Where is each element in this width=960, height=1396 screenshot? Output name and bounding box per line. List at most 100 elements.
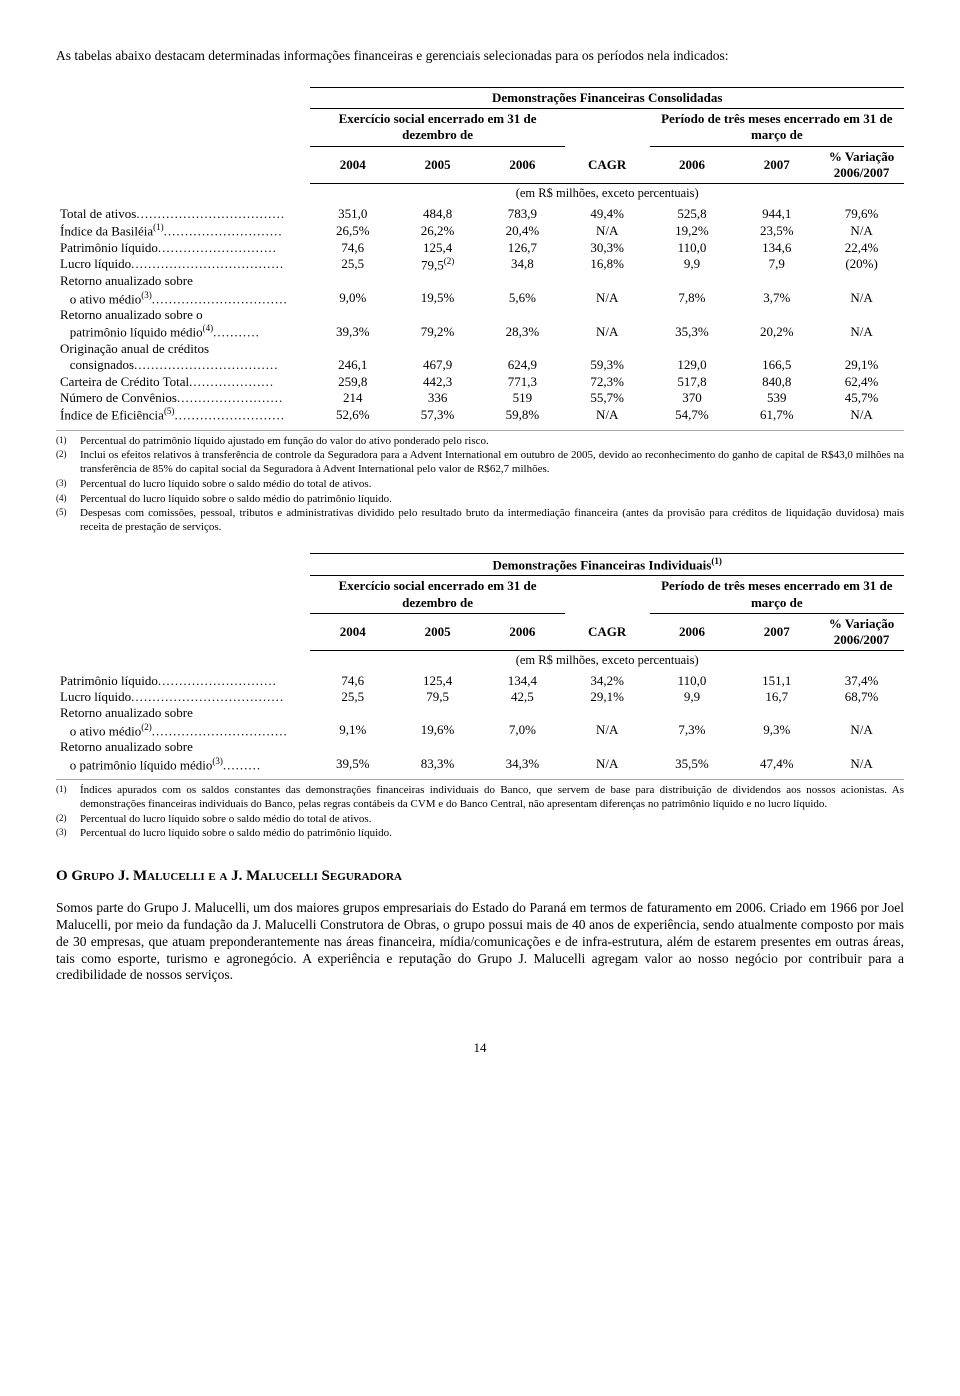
- row-value: [395, 739, 480, 755]
- row-value: N/A: [819, 222, 904, 240]
- table2-subhead-right: Período de três meses encerrado em 31 de…: [650, 576, 904, 614]
- table1-subhead-left: Exercício social encerrado em 31 de deze…: [310, 109, 564, 147]
- row-value: 28,3%: [480, 323, 565, 341]
- row-value: 61,7%: [734, 406, 819, 424]
- row-value: 517,8: [650, 374, 735, 390]
- t2-col-variacao: % Variação 2006/2007: [819, 613, 904, 651]
- body-paragraph: Somos parte do Grupo J. Malucelli, um do…: [56, 900, 904, 984]
- row-value: 74,6: [310, 673, 395, 689]
- row-value: 19,2%: [650, 222, 735, 240]
- row-value: 52,6%: [310, 406, 395, 424]
- row-value: [565, 273, 650, 289]
- row-value: 47,4%: [734, 756, 819, 774]
- table1-footnotes: (1)Percentual do patrimônio líquido ajus…: [56, 430, 904, 535]
- row-value: 79,6%: [819, 206, 904, 222]
- row-value: N/A: [819, 290, 904, 308]
- table-row: patrimônio líquido médio(4)...........39…: [56, 323, 904, 341]
- row-value: [819, 307, 904, 323]
- table1-title: Demonstrações Financeiras Consolidadas: [310, 87, 904, 108]
- row-value: N/A: [819, 323, 904, 341]
- row-label: Patrimônio líquido......................…: [56, 673, 310, 689]
- table-row: Índice de Eficiência(5).................…: [56, 406, 904, 424]
- row-value: 83,3%: [395, 756, 480, 774]
- row-label: Retorno anualizado sobre: [56, 705, 310, 721]
- row-value: 351,0: [310, 206, 395, 222]
- row-value: 23,5%: [734, 222, 819, 240]
- section-heading: O Grupo J. Malucelli e a J. Malucelli Se…: [56, 867, 904, 886]
- row-value: 7,3%: [650, 722, 735, 740]
- row-label: Lucro líquido...........................…: [56, 689, 310, 705]
- row-value: 35,5%: [650, 756, 735, 774]
- table-row: o ativo médio(3)........................…: [56, 290, 904, 308]
- row-value: 336: [395, 390, 480, 406]
- row-value: N/A: [565, 290, 650, 308]
- row-value: 771,3: [480, 374, 565, 390]
- row-value: [310, 307, 395, 323]
- row-value: 125,4: [395, 240, 480, 256]
- row-label: Retorno anualizado sobre: [56, 739, 310, 755]
- row-value: 370: [650, 390, 735, 406]
- row-value: 26,5%: [310, 222, 395, 240]
- row-value: 166,5: [734, 357, 819, 373]
- row-value: 34,3%: [480, 756, 565, 774]
- row-value: 26,2%: [395, 222, 480, 240]
- footnote: (2)Percentual do lucro líquido sobre o s…: [56, 813, 904, 827]
- row-value: [480, 273, 565, 289]
- row-value: 484,8: [395, 206, 480, 222]
- row-value: 259,8: [310, 374, 395, 390]
- table1-units: (em R$ milhões, exceto percentuais): [310, 184, 904, 206]
- table2-footnotes: (1)Índices apurados com os saldos consta…: [56, 779, 904, 841]
- row-value: 37,4%: [819, 673, 904, 689]
- row-label: Retorno anualizado sobre: [56, 273, 310, 289]
- row-label: Retorno anualizado sobre o: [56, 307, 310, 323]
- t2-col-2006b: 2006: [650, 613, 735, 651]
- row-value: [310, 739, 395, 755]
- row-value: [819, 739, 904, 755]
- row-value: 9,0%: [310, 290, 395, 308]
- row-label: patrimônio líquido médio(4)...........: [56, 323, 310, 341]
- t2-col-2006a: 2006: [480, 613, 565, 651]
- table-row: Índice da Basiléia(1)...................…: [56, 222, 904, 240]
- col-2007: 2007: [734, 146, 819, 184]
- row-value: [565, 341, 650, 357]
- row-value: 525,8: [650, 206, 735, 222]
- row-value: [819, 273, 904, 289]
- table-row: Lucro líquido...........................…: [56, 689, 904, 705]
- col-2006b: 2006: [650, 146, 735, 184]
- row-value: 39,3%: [310, 323, 395, 341]
- row-value: 134,6: [734, 240, 819, 256]
- row-value: 72,3%: [565, 374, 650, 390]
- row-value: N/A: [565, 756, 650, 774]
- row-value: N/A: [819, 722, 904, 740]
- row-value: 110,0: [650, 673, 735, 689]
- row-value: [480, 739, 565, 755]
- row-value: 442,3: [395, 374, 480, 390]
- row-value: 129,0: [650, 357, 735, 373]
- row-value: [734, 705, 819, 721]
- row-value: 79,5: [395, 689, 480, 705]
- row-value: 9,9: [650, 689, 735, 705]
- row-value: 22,4%: [819, 240, 904, 256]
- row-value: [480, 705, 565, 721]
- row-value: 246,1: [310, 357, 395, 373]
- row-value: 54,7%: [650, 406, 735, 424]
- row-value: 9,3%: [734, 722, 819, 740]
- row-value: N/A: [819, 756, 904, 774]
- row-value: 20,2%: [734, 323, 819, 341]
- t2-col-2005: 2005: [395, 613, 480, 651]
- footnote: (3)Percentual do lucro líquido sobre o s…: [56, 478, 904, 492]
- row-value: N/A: [565, 722, 650, 740]
- row-value: 9,1%: [310, 722, 395, 740]
- row-value: [395, 307, 480, 323]
- table-row: Número de Convênios.....................…: [56, 390, 904, 406]
- row-value: [480, 341, 565, 357]
- row-value: 25,5: [310, 689, 395, 705]
- row-value: 42,5: [480, 689, 565, 705]
- row-value: 519: [480, 390, 565, 406]
- table-row: Originação anual de créditos: [56, 341, 904, 357]
- row-value: 79,5(2): [395, 256, 480, 274]
- row-value: 7,0%: [480, 722, 565, 740]
- table-individuais: Demonstrações Financeiras Individuais(1)…: [56, 553, 904, 773]
- row-value: 16,8%: [565, 256, 650, 274]
- footnote: (4)Percentual do lucro líquido sobre o s…: [56, 493, 904, 507]
